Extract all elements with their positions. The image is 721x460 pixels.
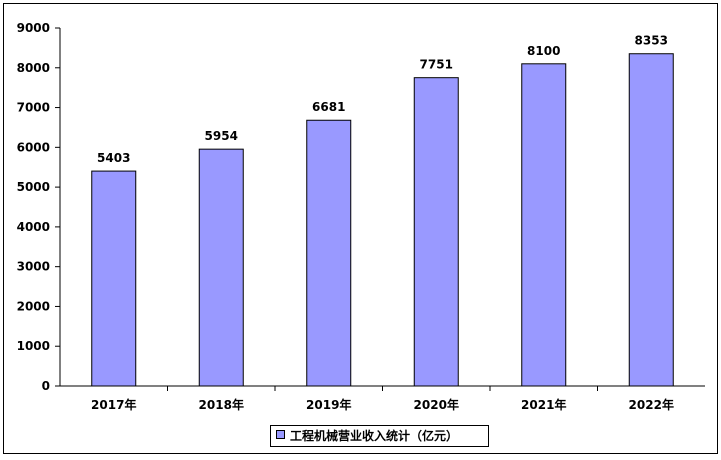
x-tick-label: 2021年 — [521, 397, 566, 412]
y-tick-label: 7000 — [17, 101, 50, 115]
data-label: 8353 — [635, 34, 668, 48]
x-tick-label: 2017年 — [91, 397, 136, 412]
plot-area: 0 1000 2000 3000 4000 5000 6000 7000 8000 9000 540… — [17, 21, 705, 412]
x-tick-label: 2018年 — [199, 397, 244, 412]
y-tick-label: 4000 — [17, 220, 50, 234]
bar — [413, 77, 459, 387]
legend-series-label: 工程机械营业收入统计（亿元） — [290, 428, 458, 443]
x-tick-label: 2022年 — [629, 397, 674, 412]
data-label: 5403 — [97, 151, 130, 165]
data-label: 7751 — [420, 58, 453, 72]
data-label: 5954 — [205, 129, 238, 143]
data-label: 8100 — [527, 44, 560, 58]
y-tick-label: 9000 — [17, 21, 50, 35]
y-tick-label: 2000 — [17, 299, 50, 313]
x-tick-label: 2020年 — [414, 397, 459, 412]
data-label: 6681 — [312, 100, 345, 114]
y-tick-label: 0 — [42, 379, 50, 393]
y-tick-label: 5000 — [17, 180, 50, 194]
bar — [628, 53, 674, 387]
bar — [306, 119, 352, 387]
legend-swatch — [276, 430, 285, 439]
legend: 工程机械营业收入统计（亿元） — [270, 425, 489, 447]
y-tick-label: 1000 — [17, 339, 50, 353]
bar — [521, 63, 567, 387]
bar — [198, 148, 244, 387]
y-tick-label: 8000 — [17, 61, 50, 75]
bar — [91, 170, 137, 387]
legend-box — [270, 425, 489, 447]
x-tick-label: 2019年 — [306, 397, 351, 412]
y-tick-label: 3000 — [17, 260, 50, 274]
y-tick-label: 6000 — [17, 140, 50, 154]
